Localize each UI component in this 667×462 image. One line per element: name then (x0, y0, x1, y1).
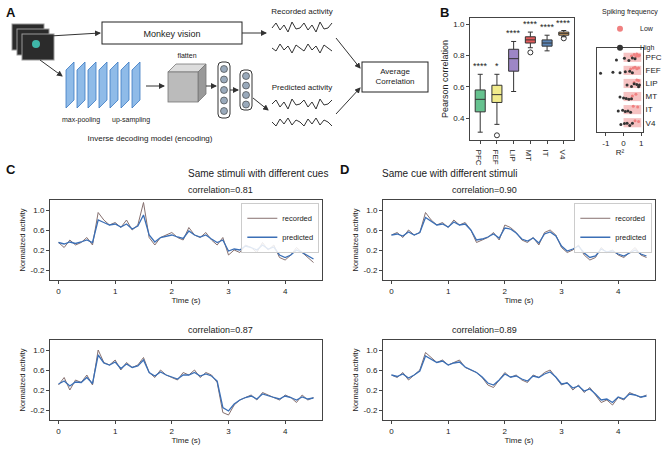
svg-text:recorded: recorded (615, 214, 645, 223)
svg-text:1.0: 1.0 (453, 20, 465, 29)
svg-text:FEF: FEF (646, 66, 661, 75)
svg-text:IT: IT (646, 105, 653, 114)
svg-text:2: 2 (170, 427, 175, 436)
svg-text:0: 0 (389, 427, 394, 436)
svg-text:MT: MT (646, 92, 658, 101)
svg-text:V4: V4 (646, 119, 656, 128)
svg-text:Normalized activity: Normalized activity (18, 208, 27, 271)
svg-text:Normalized activity: Normalized activity (18, 348, 27, 411)
svg-text:B: B (440, 5, 449, 20)
svg-text:Normalized activity: Normalized activity (351, 348, 360, 411)
svg-text:****: **** (540, 22, 555, 32)
svg-text:0.2: 0.2 (33, 386, 45, 395)
svg-text:Same stimuli with different cu: Same stimuli with different cues (188, 168, 328, 179)
svg-text:0: 0 (621, 139, 626, 148)
svg-text:correlation=0.81: correlation=0.81 (188, 185, 253, 195)
svg-text:0.2: 0.2 (366, 246, 378, 255)
svg-text:MT: MT (524, 150, 533, 162)
svg-text:1: 1 (113, 287, 118, 296)
svg-text:0.6: 0.6 (366, 226, 378, 235)
svg-text:1.0: 1.0 (366, 346, 378, 355)
svg-text:Monkey vision: Monkey vision (143, 29, 200, 39)
svg-text:-0.2: -0.2 (364, 406, 378, 415)
svg-text:Low: Low (640, 25, 654, 32)
svg-text:Same cue with different stimul: Same cue with different stimuli (382, 168, 517, 179)
svg-text:0.6: 0.6 (366, 366, 378, 375)
svg-text:PFC: PFC (646, 53, 662, 62)
svg-text:1: 1 (446, 427, 451, 436)
svg-text:0.6: 0.6 (453, 83, 465, 92)
svg-text:PFC: PFC (474, 150, 483, 166)
svg-text:0.6: 0.6 (33, 366, 45, 375)
svg-text:V4: V4 (558, 150, 567, 160)
svg-text:Time (s): Time (s) (504, 296, 533, 305)
svg-text:1: 1 (113, 427, 118, 436)
svg-text:4: 4 (616, 427, 621, 436)
svg-text:up-sampling: up-sampling (112, 116, 150, 124)
svg-text:Spiking frequency: Spiking frequency (602, 8, 658, 16)
svg-text:max-pooling: max-pooling (62, 116, 100, 124)
svg-text:A: A (6, 5, 16, 20)
svg-text:correlation=0.89: correlation=0.89 (452, 325, 517, 335)
svg-text:Inverse decoding model (encodi: Inverse decoding model (encoding) (88, 134, 213, 143)
svg-text:4: 4 (616, 287, 621, 296)
svg-text:Pearson correlation: Pearson correlation (440, 40, 450, 118)
svg-text:LIP: LIP (646, 79, 658, 88)
svg-text:Time (s): Time (s) (171, 436, 200, 445)
svg-text:****: **** (556, 18, 571, 28)
svg-text:0.2: 0.2 (33, 246, 45, 255)
svg-text:0.4: 0.4 (453, 114, 465, 123)
svg-text:D: D (340, 162, 349, 177)
svg-text:LIP: LIP (508, 150, 517, 162)
svg-text:-1: -1 (602, 139, 610, 148)
svg-text:0.2: 0.2 (366, 386, 378, 395)
svg-text:Predicted activity: Predicted activity (272, 83, 332, 92)
svg-text:Time (s): Time (s) (171, 296, 200, 305)
svg-text:correlation=0.90: correlation=0.90 (452, 185, 517, 195)
svg-text:1: 1 (639, 139, 644, 148)
svg-text:1.0: 1.0 (33, 346, 45, 355)
svg-text:predicted: predicted (282, 233, 313, 242)
svg-text:0.8: 0.8 (453, 51, 465, 60)
svg-text:FEF: FEF (491, 150, 500, 165)
svg-text:1.0: 1.0 (33, 206, 45, 215)
svg-text:1: 1 (446, 287, 451, 296)
svg-text:flatten: flatten (177, 52, 196, 59)
svg-text:Recorded activity: Recorded activity (271, 7, 332, 16)
svg-text:3: 3 (559, 427, 564, 436)
svg-text:2: 2 (503, 427, 508, 436)
svg-text:AverageCorrelation: AverageCorrelation (375, 67, 414, 86)
svg-text:C: C (6, 162, 16, 177)
svg-text:-0.2: -0.2 (31, 406, 45, 415)
svg-text:2: 2 (503, 287, 508, 296)
svg-text:****: **** (473, 61, 488, 71)
svg-text:2: 2 (170, 287, 175, 296)
svg-text:predicted: predicted (615, 233, 646, 242)
svg-text:0.6: 0.6 (33, 226, 45, 235)
svg-text:****: **** (523, 19, 538, 29)
svg-text:1.0: 1.0 (366, 206, 378, 215)
svg-text:recorded: recorded (282, 214, 312, 223)
svg-text:-0.2: -0.2 (364, 266, 378, 275)
svg-text:3: 3 (226, 287, 231, 296)
svg-text:0: 0 (56, 427, 61, 436)
svg-text:4: 4 (283, 427, 288, 436)
svg-text:correlation=0.87: correlation=0.87 (188, 325, 253, 335)
svg-text:IT: IT (541, 150, 550, 157)
svg-text:Normalized activity: Normalized activity (351, 208, 360, 271)
svg-text:R²: R² (616, 148, 625, 157)
svg-text:0: 0 (56, 287, 61, 296)
svg-text:0: 0 (389, 287, 394, 296)
svg-text:Time (s): Time (s) (504, 436, 533, 445)
svg-text:3: 3 (559, 287, 564, 296)
svg-text:-0.2: -0.2 (31, 266, 45, 275)
svg-text:****: **** (506, 28, 521, 38)
svg-text:High: High (640, 44, 655, 52)
svg-text:*: * (495, 61, 499, 71)
svg-text:4: 4 (283, 287, 288, 296)
svg-text:3: 3 (226, 427, 231, 436)
